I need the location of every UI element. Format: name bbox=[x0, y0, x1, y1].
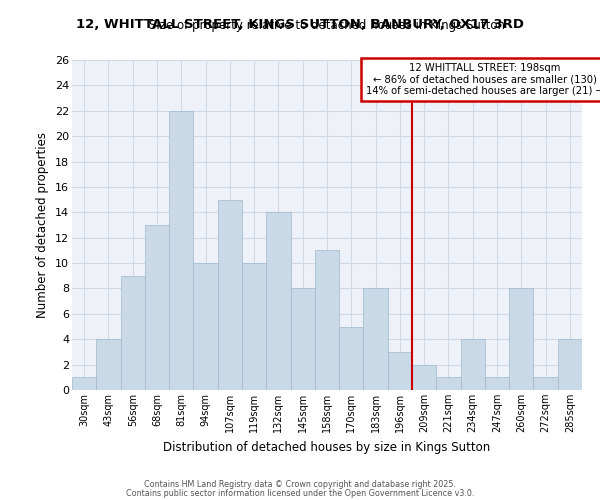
Y-axis label: Number of detached properties: Number of detached properties bbox=[37, 132, 49, 318]
Bar bbox=[145, 225, 169, 390]
Bar bbox=[485, 378, 509, 390]
Text: Contains HM Land Registry data © Crown copyright and database right 2025.: Contains HM Land Registry data © Crown c… bbox=[144, 480, 456, 489]
Bar bbox=[315, 250, 339, 390]
Title: Size of property relative to detached houses in Kings Sutton: Size of property relative to detached ho… bbox=[149, 20, 505, 32]
Bar bbox=[558, 339, 582, 390]
Bar bbox=[72, 378, 96, 390]
Bar bbox=[436, 378, 461, 390]
X-axis label: Distribution of detached houses by size in Kings Sutton: Distribution of detached houses by size … bbox=[163, 440, 491, 454]
Bar bbox=[412, 364, 436, 390]
Bar bbox=[461, 339, 485, 390]
Bar bbox=[266, 212, 290, 390]
Text: Contains public sector information licensed under the Open Government Licence v3: Contains public sector information licen… bbox=[126, 488, 474, 498]
Bar bbox=[533, 378, 558, 390]
Text: 12, WHITTALL STREET, KINGS SUTTON, BANBURY, OX17 3RD: 12, WHITTALL STREET, KINGS SUTTON, BANBU… bbox=[76, 18, 524, 30]
Bar bbox=[169, 111, 193, 390]
Bar bbox=[339, 326, 364, 390]
Bar bbox=[290, 288, 315, 390]
Bar bbox=[509, 288, 533, 390]
Text: 12 WHITTALL STREET: 198sqm
← 86% of detached houses are smaller (130)
14% of sem: 12 WHITTALL STREET: 198sqm ← 86% of deta… bbox=[366, 62, 600, 96]
Bar bbox=[218, 200, 242, 390]
Bar bbox=[364, 288, 388, 390]
Bar bbox=[121, 276, 145, 390]
Bar bbox=[193, 263, 218, 390]
Bar bbox=[388, 352, 412, 390]
Bar bbox=[96, 339, 121, 390]
Bar bbox=[242, 263, 266, 390]
